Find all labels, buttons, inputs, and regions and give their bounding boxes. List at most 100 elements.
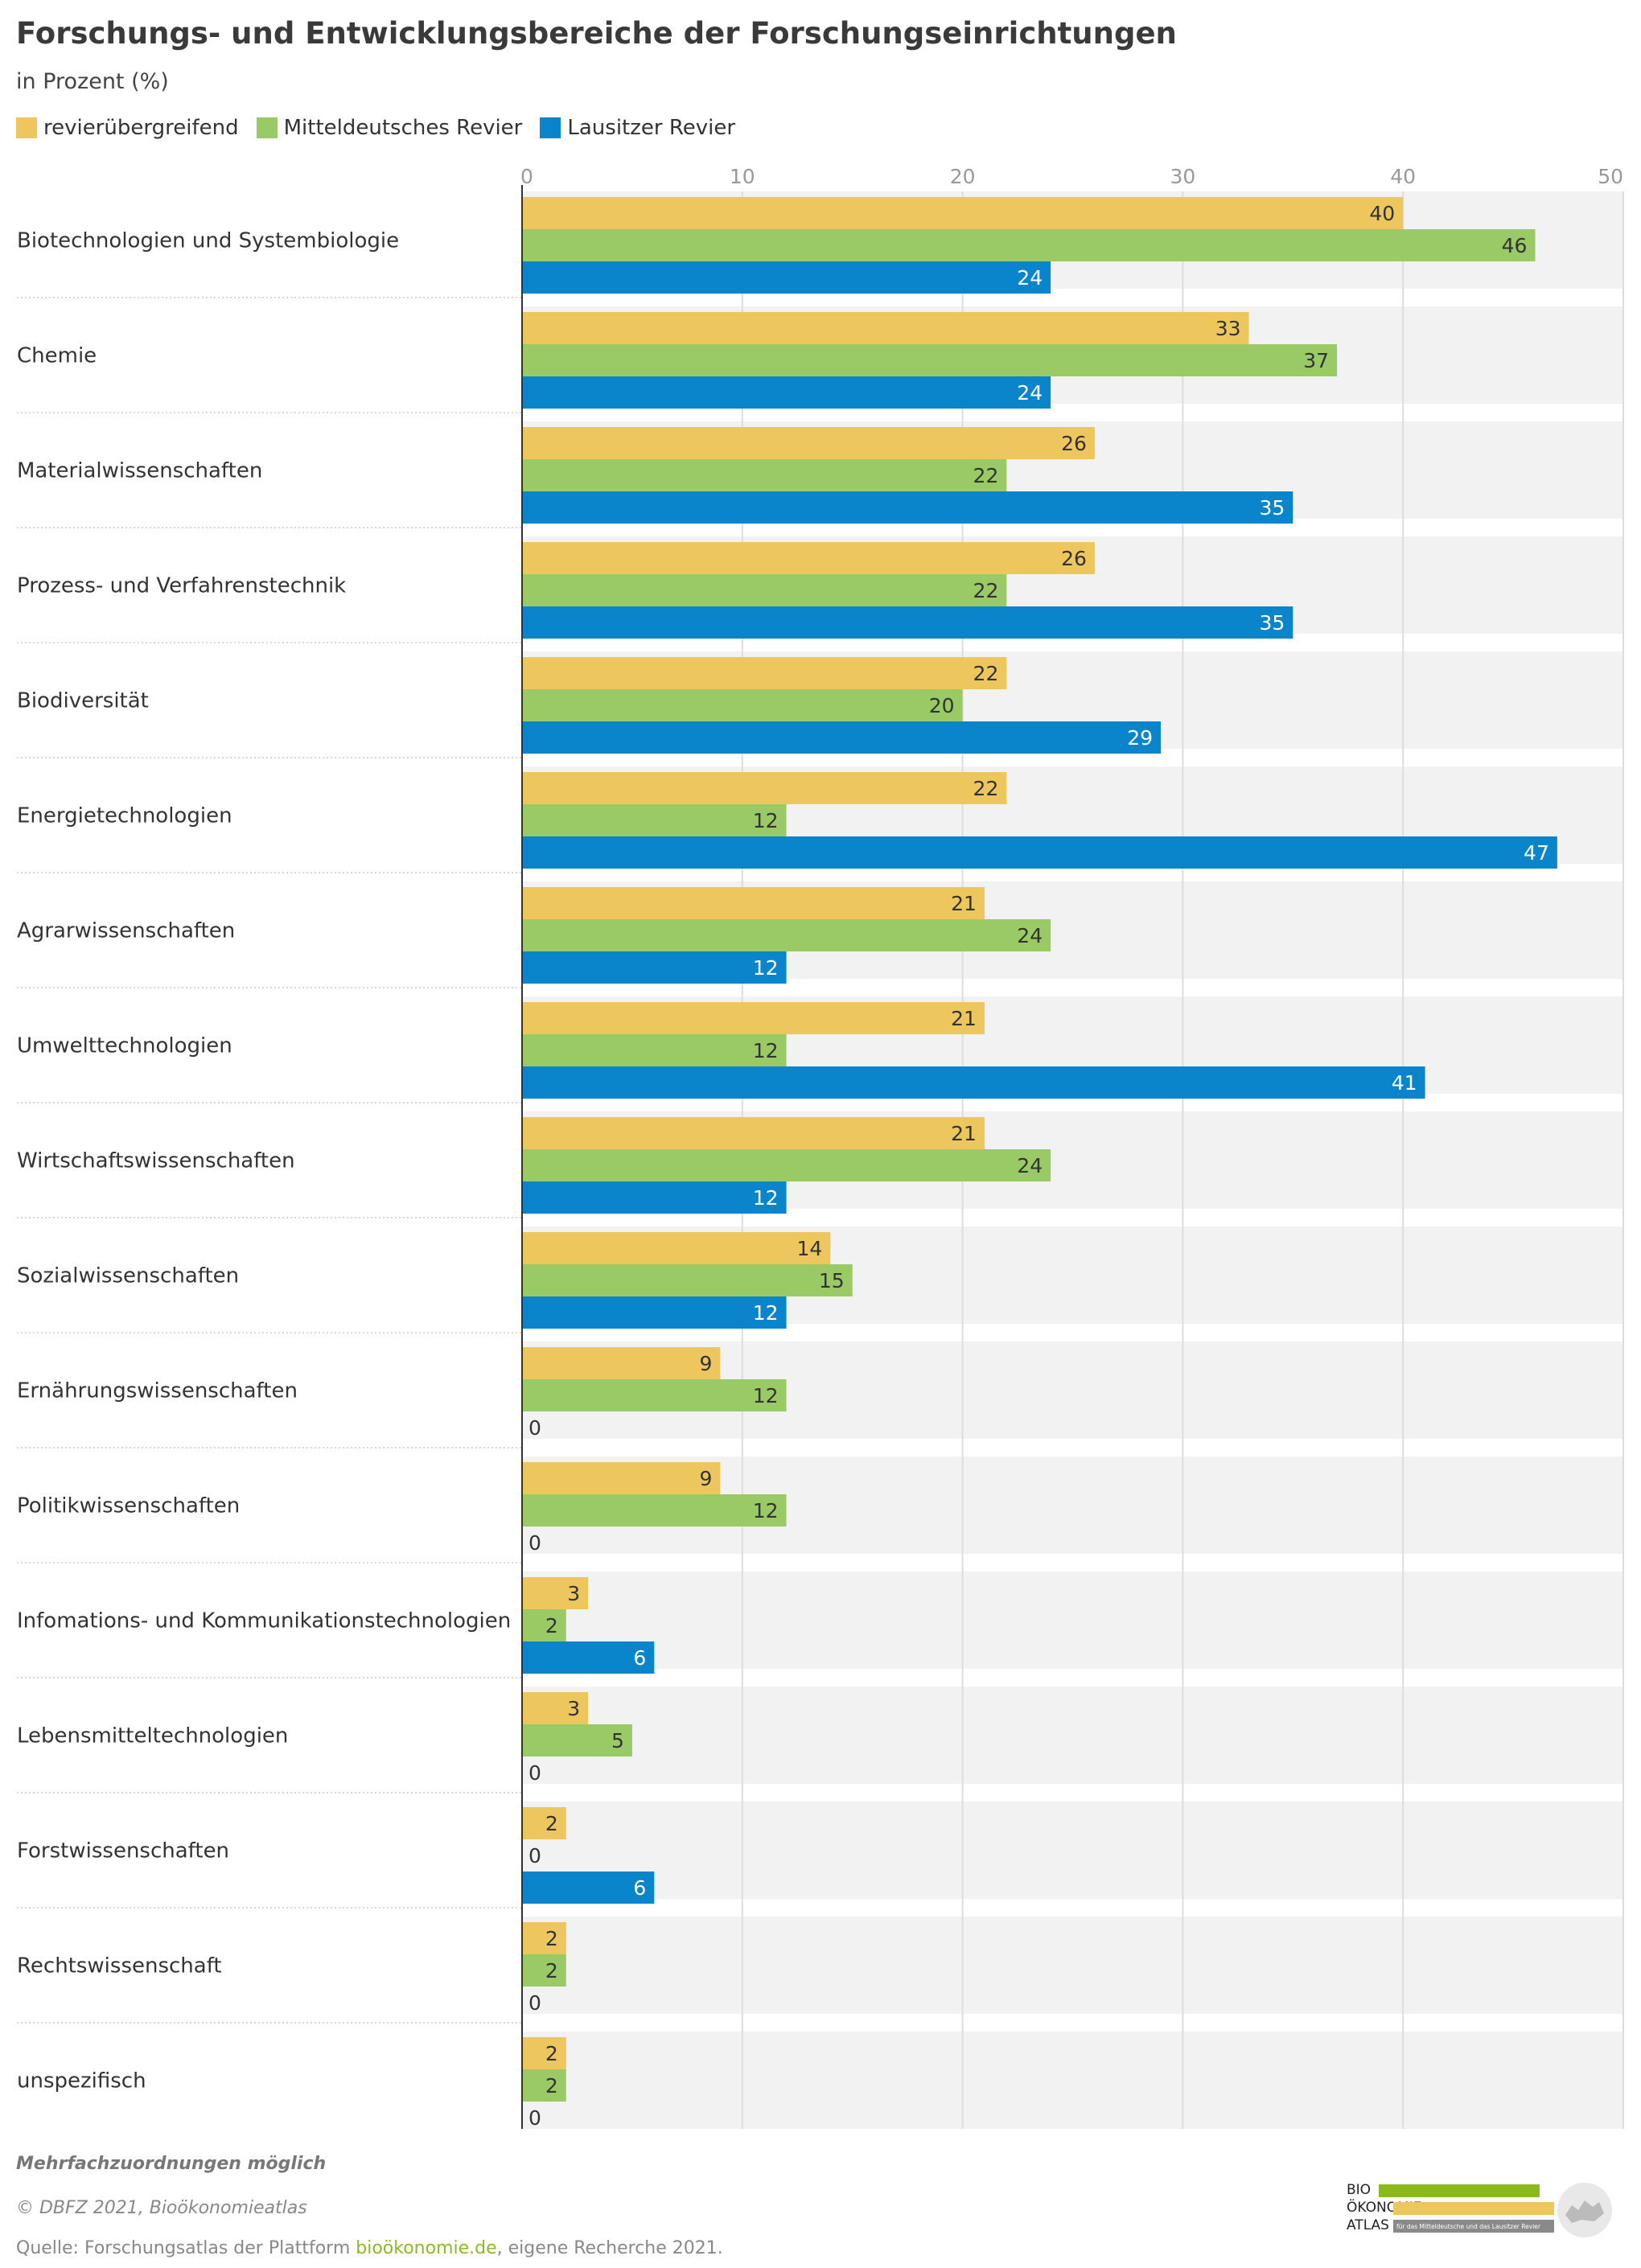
data-label: 24 (1017, 266, 1043, 290)
data-label: 40 (1369, 202, 1395, 225)
bar (522, 1494, 787, 1526)
category-label: Biotechnologien und Systembiologie (17, 229, 399, 253)
data-label: 22 (973, 464, 999, 487)
data-label: 12 (753, 1186, 779, 1210)
data-label: 47 (1524, 841, 1549, 865)
bar (522, 689, 963, 721)
category-label: Politikwissenschaften (17, 1494, 240, 1518)
data-label: 21 (951, 1007, 977, 1030)
source-note: Quelle: Forschungsatlas der Plattform bi… (16, 2238, 723, 2258)
bar (522, 229, 1536, 261)
data-label: 0 (528, 2106, 541, 2130)
bar (522, 542, 1095, 574)
bar (522, 887, 985, 919)
category-label: unspezifisch (17, 2069, 146, 2093)
legend-label: revierübergreifend (43, 116, 239, 140)
bar (522, 427, 1095, 459)
category-band (522, 1687, 1623, 1784)
bar (522, 2037, 566, 2069)
bar (522, 1066, 1425, 1099)
legend-item-revieruebergreifend: revierübergreifend (16, 116, 239, 140)
category-label: Materialwissenschaften (17, 459, 262, 483)
data-label: 46 (1502, 234, 1528, 257)
x-tick-label: 20 (950, 165, 976, 188)
x-tick-label: 30 (1170, 165, 1195, 188)
data-label: 21 (951, 1122, 977, 1145)
bar (522, 1002, 985, 1034)
x-tick-label: 50 (1598, 165, 1623, 188)
data-label: 22 (973, 579, 999, 602)
data-label: 9 (700, 1467, 713, 1490)
bar (522, 1379, 787, 1411)
bioeconomy-atlas-logo: BIO ÖKONOMIE ATLAS für das Mitteldeutsch… (1347, 2182, 1612, 2237)
data-label: 12 (753, 956, 779, 980)
bar (522, 1462, 721, 1494)
category-band (522, 1572, 1623, 1669)
bar (522, 657, 1007, 689)
logo-bar-grey (1393, 2220, 1554, 2233)
legend-label: Lausitzer Revier (567, 116, 736, 140)
data-label: 20 (929, 694, 955, 717)
category-label: Ernährungswissenschaften (17, 1379, 298, 1403)
data-label: 2 (545, 1812, 558, 1835)
category-label: Umwelttechnologien (17, 1034, 232, 1058)
bar (522, 376, 1051, 409)
legend-item-mitteldeutsches-revier: Mitteldeutsches Revier (256, 116, 522, 140)
bar (522, 1347, 721, 1379)
data-label: 35 (1259, 611, 1285, 635)
bar (522, 344, 1338, 376)
data-label: 14 (797, 1237, 823, 1260)
data-label: 0 (528, 1844, 541, 1867)
category-label: Wirtschaftswissenschaften (17, 1149, 295, 1173)
data-label: 41 (1392, 1071, 1417, 1095)
data-label: 2 (545, 1927, 558, 1950)
data-label: 0 (528, 1991, 541, 2015)
category-band (522, 1917, 1623, 2014)
logo-bar-yellow (1393, 2202, 1554, 2215)
bar (522, 1641, 655, 1674)
data-label: 12 (753, 1039, 779, 1062)
category-label: Biodiversität (17, 689, 149, 713)
data-label: 33 (1215, 317, 1241, 340)
bar (522, 1724, 632, 1756)
logo-line-1: BIO (1347, 2182, 1371, 2198)
x-tick-label: 40 (1390, 165, 1416, 188)
bar (522, 606, 1293, 639)
bar (522, 836, 1557, 869)
category-label: Sozialwissenschaften (17, 1264, 239, 1288)
bar (522, 261, 1051, 294)
bar (522, 1149, 1051, 1181)
bar (522, 197, 1404, 229)
bar (522, 1807, 566, 1839)
bar (522, 1922, 566, 1954)
copyright: © DBFZ 2021, Bioökonomieatlas (16, 2198, 307, 2218)
data-label: 24 (1017, 381, 1043, 405)
data-label: 2 (545, 2074, 558, 2097)
bar (522, 1264, 853, 1296)
data-label: 5 (611, 1729, 624, 1752)
source-link[interactable]: bioökonomie.de (356, 2238, 497, 2258)
bar (522, 1577, 589, 1609)
legend-swatch (256, 117, 278, 138)
legend-item-lausitzer-revier: Lausitzer Revier (540, 116, 735, 140)
bar (522, 312, 1249, 344)
bar (522, 919, 1051, 951)
data-label: 12 (753, 809, 779, 832)
logo-bar-green (1379, 2184, 1540, 2197)
data-label: 29 (1127, 726, 1153, 750)
bar (522, 772, 1007, 804)
chart-subtitle: in Prozent (%) (16, 69, 169, 94)
bar (522, 1232, 831, 1264)
data-label: 2 (545, 2042, 558, 2065)
data-label: 3 (567, 1697, 580, 1720)
data-label: 35 (1259, 496, 1285, 520)
data-label: 2 (545, 1614, 558, 1637)
data-label: 12 (753, 1384, 779, 1407)
category-label: Agrarwissenschaften (17, 919, 235, 943)
bar (522, 1034, 787, 1066)
data-label: 9 (700, 1352, 713, 1375)
category-label: Lebensmitteltechnologien (17, 1724, 288, 1748)
category-label: Infomations- und Kommunikationstechnolog… (17, 1609, 511, 1633)
source-suffix: , eigene Recherche 2021. (496, 2238, 723, 2258)
